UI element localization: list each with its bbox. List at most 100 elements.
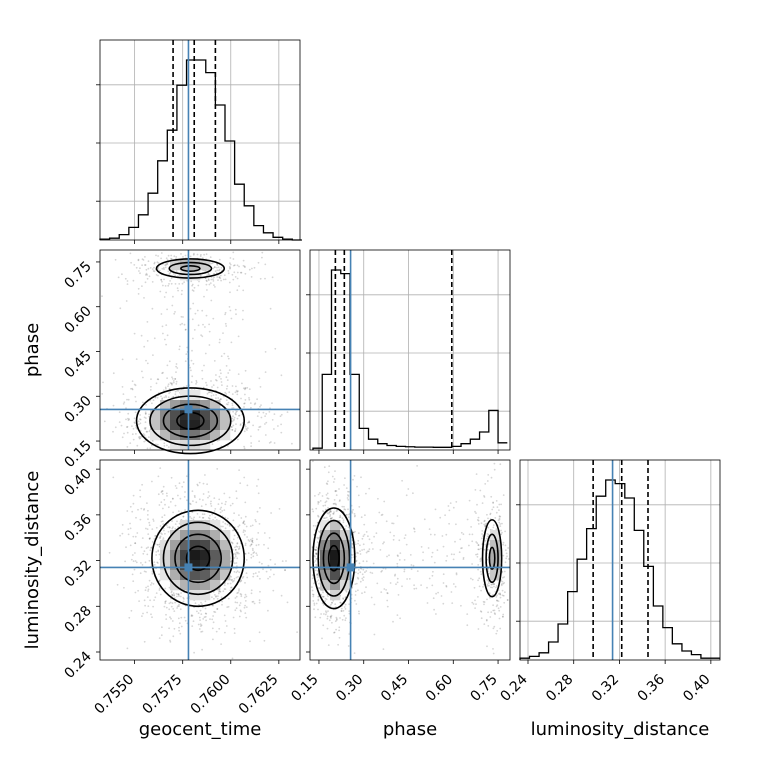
sample-point <box>178 622 181 625</box>
sample-point <box>506 599 509 601</box>
sample-point <box>252 575 255 578</box>
sample-point <box>244 424 247 426</box>
sample-point <box>121 524 124 526</box>
sample-point <box>499 523 502 525</box>
sample-point <box>167 396 170 399</box>
sample-point <box>123 432 125 435</box>
sample-point <box>139 435 141 438</box>
sample-point <box>503 601 506 604</box>
sample-point <box>335 616 338 619</box>
sample-point <box>330 615 332 618</box>
sample-point <box>127 528 130 530</box>
sample-point <box>324 508 327 511</box>
sample-point <box>236 557 239 560</box>
sample-point <box>170 382 173 385</box>
sample-point <box>246 536 249 538</box>
sample-point <box>193 286 196 289</box>
sample-point <box>329 615 332 618</box>
sample-point <box>324 613 327 616</box>
sample-point <box>219 508 222 511</box>
sample-point <box>193 651 196 654</box>
sample-point <box>165 291 168 294</box>
sample-point <box>220 266 223 269</box>
sample-point <box>480 611 483 613</box>
sample-point <box>177 389 180 392</box>
sample-point <box>254 572 257 574</box>
sample-point <box>247 539 250 541</box>
sample-point <box>166 364 169 367</box>
sample-point <box>218 498 221 501</box>
sample-point <box>339 516 342 518</box>
sample-point <box>431 551 434 554</box>
sample-point <box>238 547 241 550</box>
sample-point <box>291 442 293 445</box>
sample-point <box>499 596 502 599</box>
sample-point <box>243 476 246 479</box>
sample-point <box>135 400 137 403</box>
sample-point <box>201 335 204 338</box>
sample-point <box>214 594 216 596</box>
sample-point <box>347 498 350 501</box>
sample-point <box>166 334 169 337</box>
sample-point <box>401 479 403 482</box>
sample-point <box>168 608 171 611</box>
sample-point <box>185 385 188 387</box>
density-cell <box>180 580 191 591</box>
sample-point <box>158 546 161 548</box>
sample-point <box>234 548 237 551</box>
sample-point <box>340 610 343 612</box>
sample-point <box>103 420 106 423</box>
sample-point <box>445 585 448 588</box>
sample-point <box>494 613 496 616</box>
sample-point <box>205 381 207 384</box>
density-cell <box>160 560 171 571</box>
sample-point <box>162 537 165 540</box>
sample-point <box>314 549 317 551</box>
density-cell <box>340 570 351 581</box>
sample-point <box>176 607 179 609</box>
sample-point <box>132 560 135 563</box>
sample-point <box>358 562 361 565</box>
sample-point <box>363 523 366 526</box>
sample-point <box>199 609 202 612</box>
sample-point <box>208 495 211 497</box>
sample-point <box>236 277 239 280</box>
sample-point <box>234 597 237 599</box>
sample-point <box>126 280 129 282</box>
sample-point <box>175 270 178 272</box>
sample-point <box>215 397 217 400</box>
sample-point <box>396 577 399 580</box>
sample-point <box>380 570 383 573</box>
sample-point <box>264 423 266 425</box>
sample-point <box>323 517 325 519</box>
sample-point <box>483 603 485 606</box>
sample-point <box>223 492 226 495</box>
sample-point <box>145 359 147 362</box>
sample-point <box>174 597 176 599</box>
sample-point <box>253 602 256 605</box>
sample-point <box>496 604 499 606</box>
sample-point <box>140 546 143 549</box>
sample-point <box>182 596 185 599</box>
sample-point <box>243 402 246 405</box>
sample-point <box>353 652 356 654</box>
sample-point <box>479 558 482 561</box>
sample-point <box>240 271 243 274</box>
sample-point <box>182 256 184 258</box>
sample-point <box>101 295 103 298</box>
sample-point <box>189 516 192 518</box>
sample-point <box>482 600 485 603</box>
sample-point <box>267 547 270 550</box>
sample-point <box>343 508 346 510</box>
sample-point <box>212 615 215 617</box>
density-cell <box>200 520 211 531</box>
sample-point <box>114 426 117 429</box>
sample-point <box>144 413 147 415</box>
tick-label-x-geocent_time-1: 0.7575 <box>140 672 186 718</box>
tick-label-x-geocent_time-0: 0.7550 <box>91 672 137 718</box>
sample-point <box>166 495 168 497</box>
sample-point <box>162 389 165 392</box>
sample-point <box>454 540 456 543</box>
sample-point <box>351 546 354 549</box>
density-cell <box>180 260 191 271</box>
